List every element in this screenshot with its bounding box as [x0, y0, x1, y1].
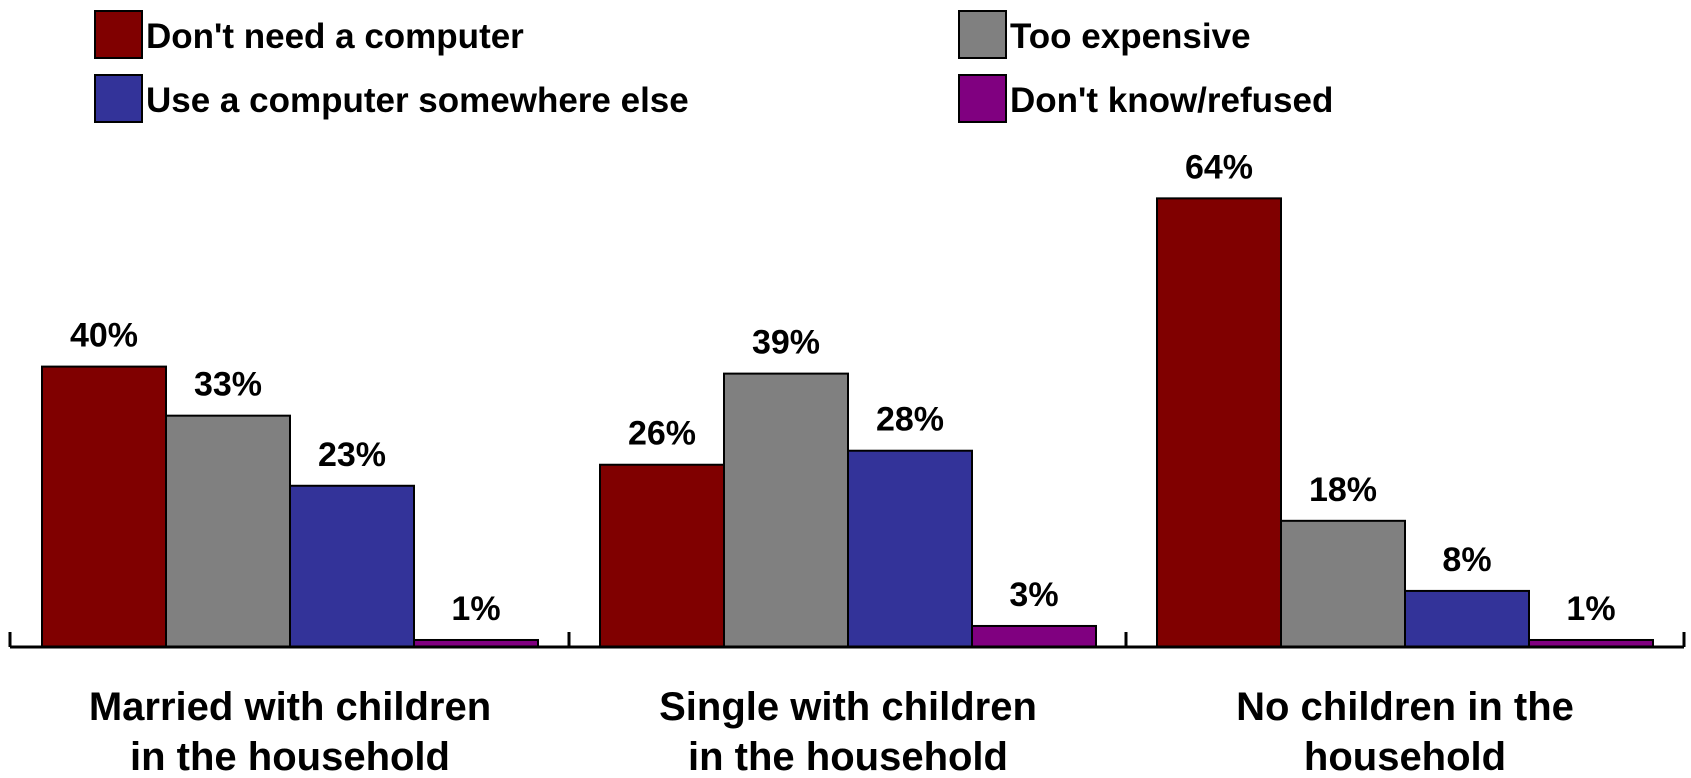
legend-label: Too expensive [1010, 17, 1251, 56]
legend-label: Use a computer somewhere else [146, 81, 689, 120]
legend-label: Don't need a computer [146, 17, 524, 56]
data-label: 1% [1566, 590, 1615, 628]
legend-swatch [958, 10, 1007, 59]
legend-label: Don't know/refused [1010, 81, 1333, 120]
data-label: 40% [70, 317, 138, 355]
x-axis [8, 632, 1686, 649]
data-label: 28% [876, 401, 944, 439]
bar [847, 449, 973, 648]
category-label: Married with children in the household [89, 685, 491, 778]
bar [971, 624, 1097, 648]
category-label: No children in the household [1236, 685, 1574, 778]
bars [41, 197, 1654, 649]
bar [289, 484, 415, 648]
data-label: 64% [1185, 148, 1253, 186]
legend-swatch [94, 10, 143, 59]
data-label: 1% [451, 590, 500, 628]
legend-swatch [94, 74, 143, 123]
data-label: 23% [318, 436, 386, 474]
bar [1156, 197, 1282, 649]
bar [1280, 519, 1406, 649]
category-label: Single with children in the household [659, 685, 1037, 778]
category-labels: Married with children in the household Sin… [89, 685, 1574, 778]
data-label: 18% [1309, 471, 1377, 509]
bar [165, 414, 291, 649]
data-label: 26% [628, 415, 696, 453]
data-label: 8% [1442, 541, 1491, 579]
legend-swatch [958, 74, 1007, 123]
data-label: 33% [194, 366, 262, 404]
data-label: 39% [752, 324, 820, 362]
bar [1404, 589, 1530, 648]
bar [723, 372, 849, 648]
legend: Don't need a computer Too expensive Use a … [94, 10, 1333, 123]
bar [41, 365, 167, 648]
data-label: 3% [1009, 576, 1058, 614]
data-labels: 40% 33% 23% 1% 26% 39% 28% 3% 64% 18% 8% 1% [70, 148, 1616, 628]
bar [599, 463, 725, 648]
